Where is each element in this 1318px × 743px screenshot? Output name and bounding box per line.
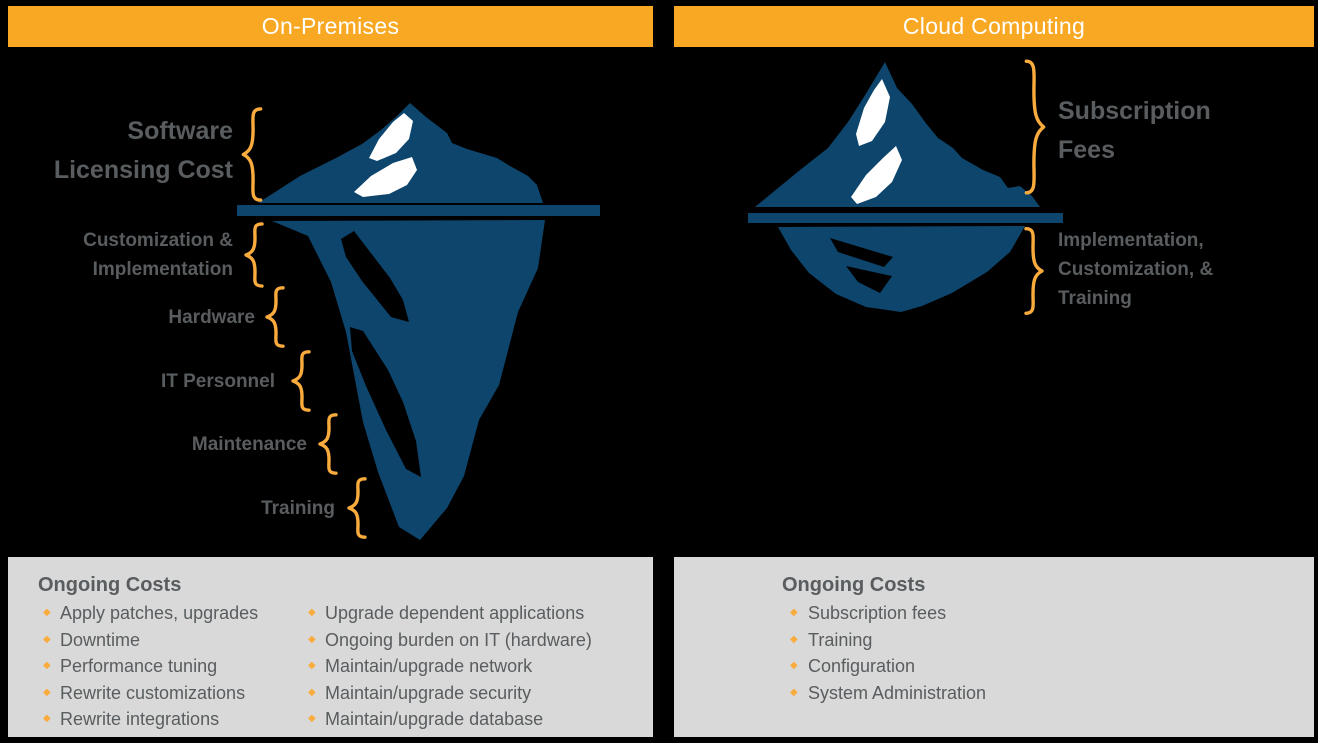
label-implementation-customization-training: Implementation, Customization, & Trainin…: [1058, 230, 1214, 309]
cost-item: ◆ Maintain/upgrade database: [303, 706, 592, 733]
ongoing-costs-list: ◆ Apply patches, upgrades ◆ Downtime ◆ Perf…: [38, 600, 303, 733]
waterline: [748, 213, 1063, 223]
brace-icon: [263, 286, 287, 348]
cost-item-text: Training: [808, 629, 873, 650]
cost-item: ◆ Upgrade dependent applications: [303, 600, 592, 627]
cost-item-text: Maintain/upgrade database: [325, 709, 544, 729]
cloud-computing-header: Cloud Computing: [674, 6, 1314, 47]
diamond-bullet-icon: ◆: [790, 633, 798, 645]
label-subscription-fees: Subscription Fees: [1058, 97, 1211, 164]
cost-item-text: System Administration: [808, 682, 987, 703]
cost-item: ◆ Ongoing burden on IT (hardware): [303, 627, 592, 654]
iceberg-facet-icon: [856, 79, 890, 146]
diamond-bullet-icon: ◆: [43, 686, 51, 698]
iceberg-facet-icon: [354, 157, 417, 197]
brace-icon: [1022, 57, 1048, 197]
diamond-bullet-icon: ◆: [308, 607, 316, 618]
diamond-bullet-icon: ◆: [790, 686, 798, 698]
label-maintenance: Maintenance: [191, 434, 307, 455]
cost-item-text: Upgrade dependent applications: [325, 603, 585, 623]
diamond-bullet-icon: ◆: [43, 660, 51, 671]
iceberg-facet-icon: [851, 146, 902, 204]
iceberg-above-water: [258, 103, 543, 203]
iceberg-below-water: [272, 220, 545, 540]
cost-item-text: Maintain/upgrade security: [325, 682, 532, 703]
cost-item: ◆ Performance tuning: [38, 653, 303, 680]
iceberg-above-water: [755, 62, 1040, 207]
iceberg-facet-icon: [369, 113, 413, 161]
cost-item: ◆ System Administration: [782, 680, 1314, 707]
cost-item-text: Performance tuning: [60, 656, 218, 676]
ongoing-costs-title: Ongoing Costs: [38, 574, 182, 596]
iceberg-below-water: [778, 226, 1025, 312]
diamond-bullet-icon: ◆: [43, 633, 51, 645]
cost-item-text: Maintain/upgrade network: [325, 656, 533, 676]
cost-item: ◆ Rewrite customizations: [38, 680, 303, 707]
cost-item: ◆ Maintain/upgrade security: [303, 680, 592, 707]
iceberg-facet-icon: [830, 238, 893, 267]
ongoing-costs-list: ◆ Subscription fees ◆ Training ◆ Configurat…: [782, 600, 1314, 706]
brace-icon: [242, 222, 266, 288]
cost-item-text: Downtime: [60, 629, 141, 650]
iceberg-left-graphic: [258, 103, 545, 540]
cost-item: ◆ Subscription fees: [782, 600, 1314, 627]
cost-item-text: Rewrite customizations: [60, 682, 246, 703]
label-customization-implementation: Customization & Implementation: [83, 230, 233, 280]
diamond-bullet-icon: ◆: [308, 660, 316, 671]
label-training: Training: [261, 498, 335, 519]
on-premises-header: On-Premises: [8, 6, 653, 47]
ongoing-costs-box-right: Ongoing Costs ◆ Subscription fees ◆ Traini…: [674, 557, 1314, 737]
iceberg-facet-icon: [341, 231, 409, 322]
ongoing-costs-box-left: Ongoing Costs ◆ Apply patches, upgrades ◆…: [8, 557, 653, 737]
ongoing-costs-list: ◆ Upgrade dependent applications ◆ Ongoing…: [303, 600, 592, 733]
on-premises-title: On-Premises: [261, 13, 400, 39]
diamond-bullet-icon: ◆: [43, 607, 51, 618]
iceberg-right-graphic: [755, 62, 1040, 312]
iceberg-facet-icon: [846, 266, 892, 293]
diamond-bullet-icon: ◆: [308, 633, 316, 645]
diamond-bullet-icon: ◆: [790, 660, 798, 671]
label-software-licensing-cost: Software Licensing Cost: [53, 117, 233, 184]
brace-icon: [316, 413, 340, 475]
ongoing-costs-title: Ongoing Costs: [782, 574, 926, 596]
cost-item-text: Subscription fees: [808, 603, 947, 623]
diamond-bullet-icon: ◆: [43, 713, 51, 724]
cost-item-text: Configuration: [808, 656, 916, 676]
brace-icon: [1022, 226, 1046, 316]
brace-icon: [345, 477, 369, 539]
cost-item-text: Apply patches, upgrades: [60, 603, 259, 623]
brace-icon: [239, 106, 265, 203]
diamond-bullet-icon: ◆: [790, 607, 798, 618]
cost-item: ◆ Downtime: [38, 627, 303, 654]
iceberg-facet-icon: [350, 327, 421, 477]
cloud-computing-title: Cloud Computing: [902, 13, 1086, 39]
diamond-bullet-icon: ◆: [308, 686, 316, 698]
label-hardware: Hardware: [168, 307, 255, 328]
cost-item: ◆ Configuration: [782, 653, 1314, 680]
waterline: [237, 205, 600, 216]
cost-item: ◆ Training: [782, 627, 1314, 654]
cost-item: ◆ Rewrite integrations: [38, 706, 303, 733]
cost-item-text: Rewrite integrations: [60, 709, 220, 729]
cost-item: ◆ Maintain/upgrade network: [303, 653, 592, 680]
diamond-bullet-icon: ◆: [308, 713, 316, 724]
label-it-personnel: IT Personnel: [160, 371, 275, 392]
cost-item-text: Ongoing burden on IT (hardware): [325, 629, 592, 650]
brace-icon: [289, 350, 313, 412]
cost-item: ◆ Apply patches, upgrades: [38, 600, 303, 627]
